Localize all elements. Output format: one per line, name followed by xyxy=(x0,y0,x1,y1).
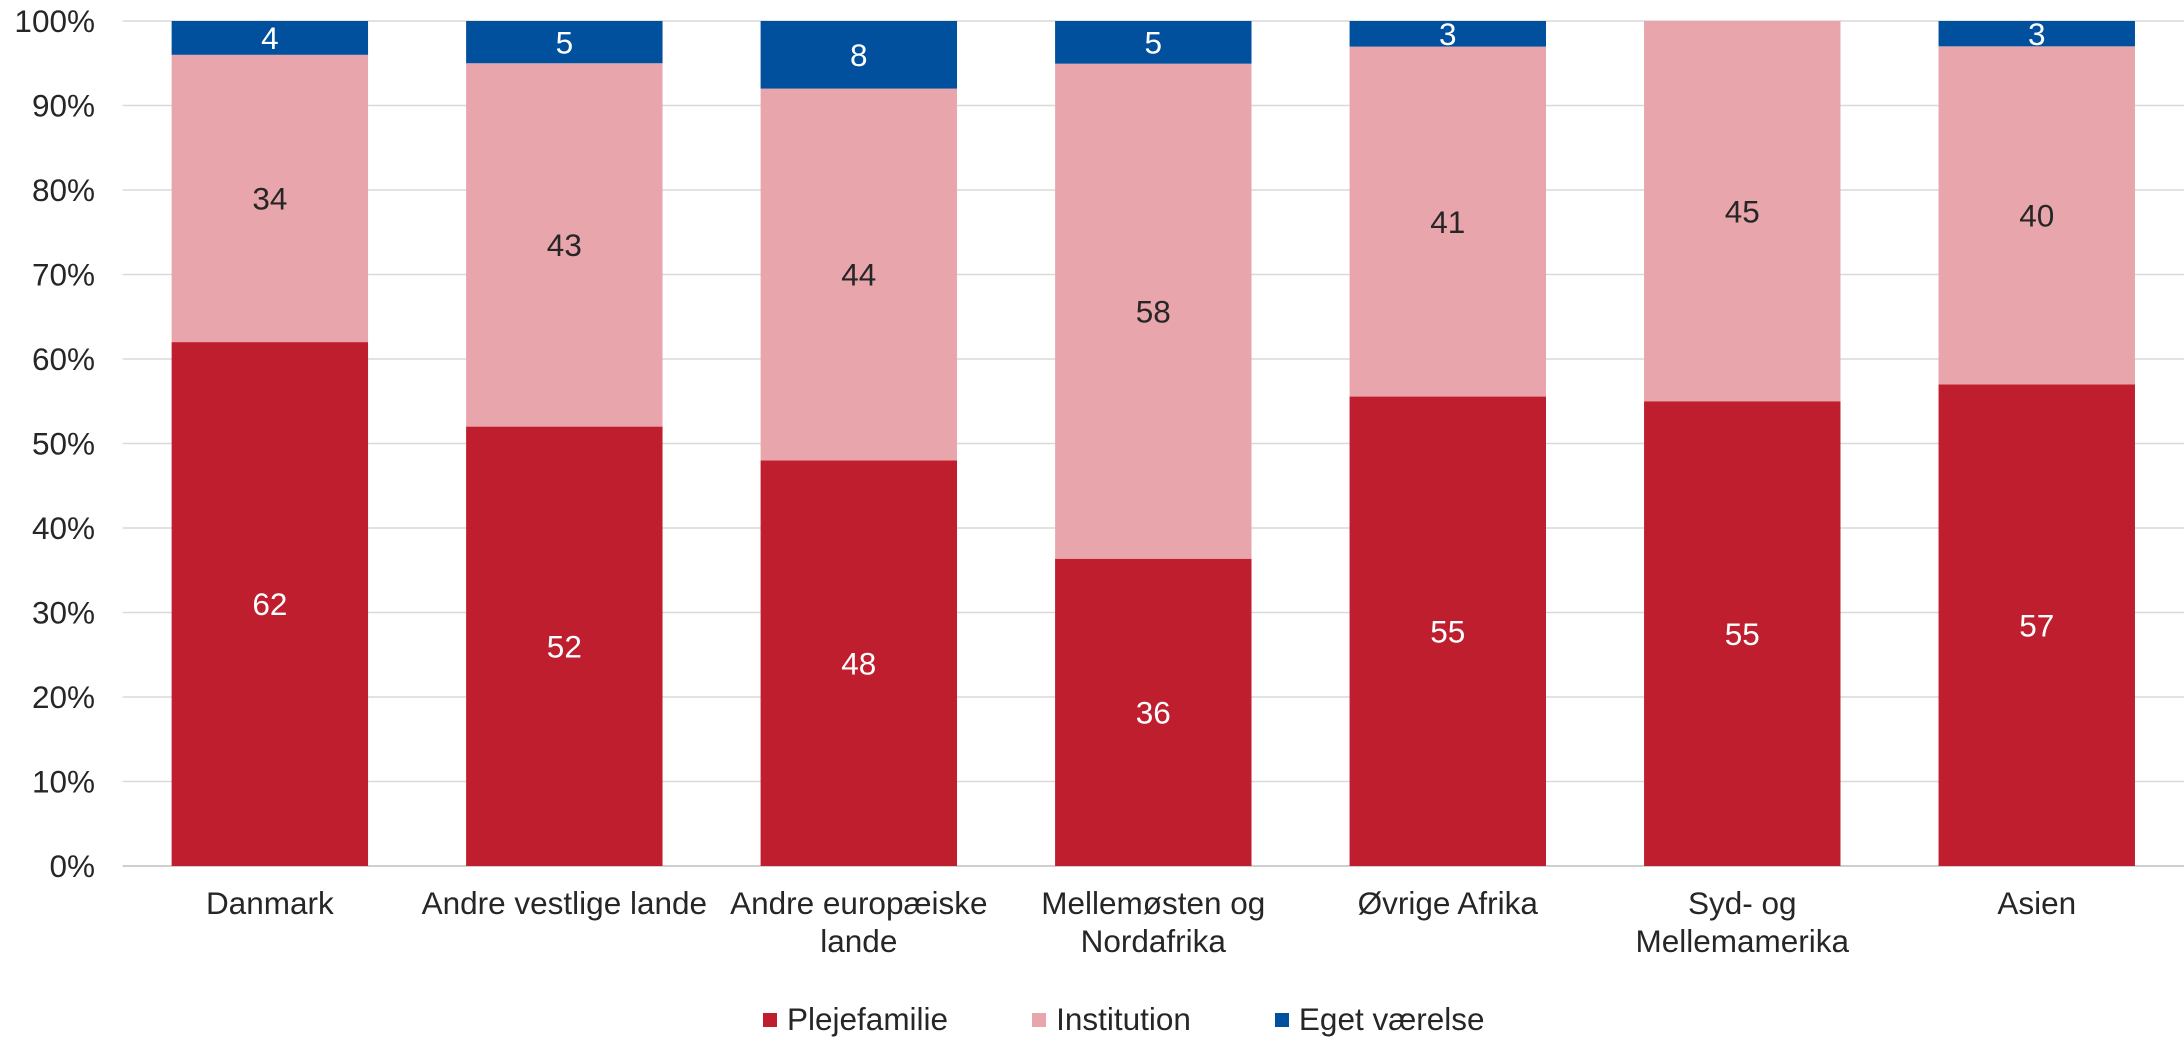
bar-stack-asien xyxy=(1938,21,2135,866)
legend: Plejefamilie Institution Eget værelse xyxy=(763,1001,1485,1039)
legend-label: Eget værelse xyxy=(1298,1001,1485,1037)
legend-swatch xyxy=(1032,1012,1047,1027)
x-tick-label: Andre europæiske lande xyxy=(730,885,988,959)
y-tick-label: 0% xyxy=(49,848,95,884)
bar-segment-plejefamilie xyxy=(760,460,958,866)
data-label: 3 xyxy=(1439,16,1457,52)
bar-stack-andre-europaeiske-lande xyxy=(760,21,958,866)
bar-segment-plejefamilie xyxy=(1349,396,1546,866)
y-tick-label: 100% xyxy=(14,3,95,39)
bar-segment-institution xyxy=(171,54,369,343)
y-tick-label: 70% xyxy=(32,257,95,293)
bar-segment-institution xyxy=(1938,46,2135,385)
bar-segment-eget-vaerelse xyxy=(171,21,369,55)
bar-segment-plejefamilie xyxy=(1644,401,1841,866)
bar-segment-eget-vaerelse xyxy=(466,21,663,64)
y-tick-label: 40% xyxy=(32,510,95,546)
bars xyxy=(171,21,2135,867)
bar-segment-institution xyxy=(1055,63,1252,559)
data-label: 55 xyxy=(1430,613,1465,649)
data-label: 52 xyxy=(547,628,582,664)
bar-segment-plejefamilie xyxy=(171,342,369,867)
y-axis-tick-labels: 0% 10% 20% 30% 40% 50% 60% 70% 80% 90% 100% xyxy=(14,3,95,884)
x-tick-label: Mellemøsten og Nordafrika xyxy=(1041,885,1266,959)
bar-stack-andre-vestlige-lande xyxy=(466,21,663,866)
data-label: 58 xyxy=(1136,293,1171,329)
data-label: 34 xyxy=(252,181,287,217)
legend-item-institution: Institution xyxy=(1032,1001,1191,1039)
data-label: 36 xyxy=(1136,695,1171,731)
bar-stack-danmark xyxy=(171,21,369,867)
bar-segment-institution xyxy=(760,88,958,461)
data-label: 55 xyxy=(1725,616,1760,652)
legend-label: Plejefamilie xyxy=(787,1001,949,1037)
bar-segment-plejefamilie xyxy=(1055,558,1252,866)
data-label: 3 xyxy=(2028,16,2046,52)
x-tick-label: Asien xyxy=(1997,885,2077,921)
bar-segment-institution xyxy=(1349,46,1546,397)
data-label: 4 xyxy=(261,20,279,56)
data-label: 44 xyxy=(841,257,876,293)
data-label: 43 xyxy=(547,227,582,263)
bar-segment-plejefamilie xyxy=(466,426,663,866)
y-tick-label: 50% xyxy=(32,426,95,462)
x-tick-label: Øvrige Afrika xyxy=(1357,885,1538,921)
bar-segment-eget-vaerelse xyxy=(760,21,958,89)
y-tick-label: 30% xyxy=(32,595,95,631)
bar-segment-eget-vaerelse xyxy=(1055,21,1252,64)
x-tick-label: Danmark xyxy=(205,885,334,921)
bar-segment-institution xyxy=(1644,21,1841,402)
y-tick-label: 80% xyxy=(32,172,95,208)
bar-segment-eget-vaerelse xyxy=(1349,21,1546,47)
bar-segment-institution xyxy=(466,63,663,427)
bar-segment-plejefamilie xyxy=(1938,384,2135,866)
bar-stack-syd-og-mellemamerika xyxy=(1644,21,1841,866)
data-label: 8 xyxy=(850,37,868,73)
data-label: 62 xyxy=(252,586,287,622)
legend-swatch xyxy=(763,1012,777,1027)
data-label: 40 xyxy=(2019,198,2054,234)
data-label: 41 xyxy=(1430,204,1465,240)
legend-label: Institution xyxy=(1056,1001,1191,1037)
data-label: 5 xyxy=(1145,25,1163,61)
data-label: 57 xyxy=(2019,607,2054,643)
y-tick-label: 60% xyxy=(32,341,95,377)
bar-stack-oevrige-afrika xyxy=(1349,21,1546,866)
bar-stack-mellemoesten-og-nordafrika xyxy=(1055,21,1252,866)
y-tick-label: 20% xyxy=(32,679,95,715)
legend-item-plejefamilie: Plejefamilie xyxy=(763,1001,948,1039)
data-label: 48 xyxy=(841,645,876,681)
y-tick-label: 10% xyxy=(32,764,95,800)
x-tick-label: Andre vestlige lande xyxy=(421,885,708,921)
x-tick-label: Syd- og Mellemamerika xyxy=(1635,885,1850,959)
bar-segment-eget-vaerelse xyxy=(1938,21,2135,47)
y-tick-label: 90% xyxy=(32,88,95,124)
legend-swatch xyxy=(1274,1012,1289,1027)
data-label: 45 xyxy=(1725,193,1760,229)
legend-item-eget-vaerelse: Eget værelse xyxy=(1274,1001,1485,1039)
data-label: 5 xyxy=(556,24,574,60)
